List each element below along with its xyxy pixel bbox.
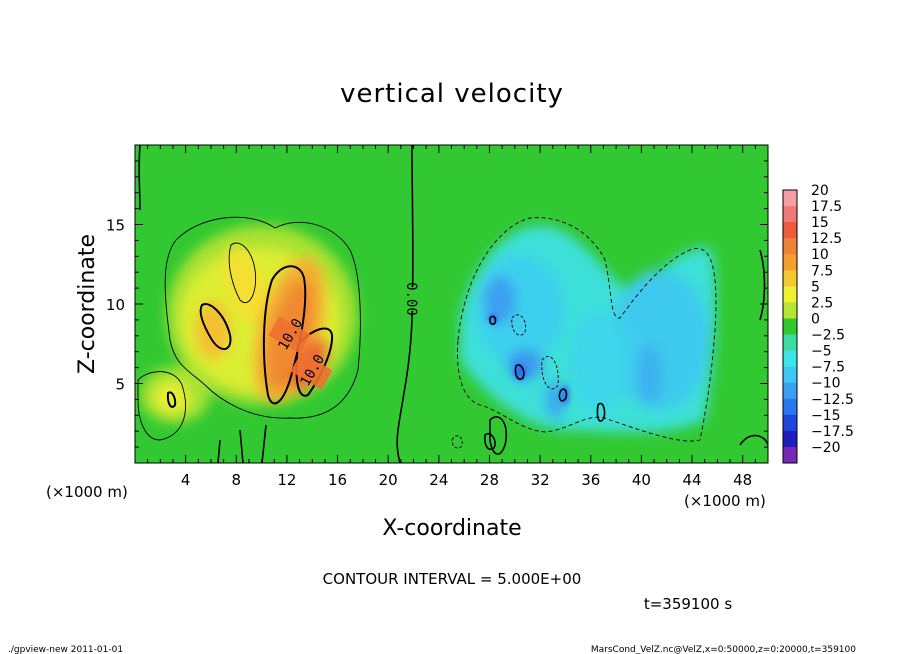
y-tick-label: 15 xyxy=(106,217,125,235)
y-axis-label: Z-coordinate xyxy=(75,234,100,374)
colorbar-label: −15 xyxy=(811,408,841,424)
x-tick-label: 32 xyxy=(531,471,550,489)
x-tick-label: 16 xyxy=(328,471,347,489)
colorbar-label: 7.5 xyxy=(811,263,833,279)
colorbar-swatch xyxy=(783,382,797,400)
colorbar-label: 20 xyxy=(811,183,829,199)
x-unit-label-left: (×1000 m) xyxy=(46,483,128,501)
x-tick-label: 36 xyxy=(581,471,600,489)
y-tick-label: 10 xyxy=(106,296,125,314)
x-axis-label: X-coordinate xyxy=(382,516,521,541)
colorbar-label: 2.5 xyxy=(811,295,833,311)
contour-lines xyxy=(137,145,768,463)
x-tick-label: 24 xyxy=(429,471,448,489)
downdraft-shading xyxy=(460,225,716,433)
footer-right: MarsCond_VelZ.nc@VelZ,x=0:50000,z=0:2000… xyxy=(591,645,856,654)
plot-area: 10.0 10.0 0.00 xyxy=(135,145,768,463)
x-tick-label: 12 xyxy=(277,471,296,489)
colorbar-swatch xyxy=(783,430,797,448)
contour-label-zero: 0.00 xyxy=(403,282,419,316)
colorbar-swatch xyxy=(783,350,797,368)
x-tick-label: 48 xyxy=(733,471,752,489)
footer-left: ./gpview-new 2011-01-01 xyxy=(8,645,123,654)
colorbar-swatch xyxy=(783,446,797,464)
colorbar-swatch xyxy=(783,190,797,207)
time-text: t=359100 s xyxy=(644,595,732,613)
colorbar-swatch xyxy=(783,318,797,336)
x-tick-label: 20 xyxy=(379,471,398,489)
colorbar-swatch xyxy=(783,302,797,319)
colorbar-label: 12.5 xyxy=(811,231,842,247)
x-axis: 4 8 12 16 20 24 28 32 36 40 44 48 xyxy=(147,145,756,489)
colorbar-label: 15 xyxy=(811,215,829,231)
colorbar-label: −7.5 xyxy=(811,360,845,376)
x-unit-label-right: (×1000 m) xyxy=(684,492,766,510)
colorbar-swatch xyxy=(783,206,797,223)
colorbar-label: −17.5 xyxy=(811,424,854,440)
x-tick-label: 4 xyxy=(181,471,191,489)
x-tick-label: 28 xyxy=(480,471,499,489)
colorbar-swatch xyxy=(783,254,797,271)
colorbar-label: 17.5 xyxy=(811,199,842,215)
colorbar: 2017.51512.5107.552.50−2.5−5−7.5−10−12.5… xyxy=(782,183,854,464)
x-tick-label: 8 xyxy=(232,471,242,489)
colorbar-swatch xyxy=(783,398,797,416)
colorbar-swatch xyxy=(783,366,797,384)
colorbar-label: −2.5 xyxy=(811,328,845,344)
y-axis: 5 10 15 xyxy=(106,160,768,448)
x-tick-label: 40 xyxy=(632,471,651,489)
colorbar-label: 10 xyxy=(811,247,829,263)
colorbar-swatch xyxy=(783,286,797,303)
colorbar-swatch xyxy=(783,414,797,432)
colorbar-label: 5 xyxy=(811,279,820,295)
colorbar-label: −20 xyxy=(811,440,841,456)
colorbar-swatch xyxy=(783,270,797,287)
colorbar-label: −12.5 xyxy=(811,392,854,408)
x-tick-label: 44 xyxy=(682,471,701,489)
contour-interval-text: CONTOUR INTERVAL = 5.000E+00 xyxy=(323,570,582,588)
contour-labels: 10.0 10.0 0.00 xyxy=(268,282,431,390)
colorbar-swatch xyxy=(783,334,797,352)
colorbar-swatch xyxy=(783,222,797,239)
chart-title: vertical velocity xyxy=(340,79,564,109)
colorbar-label: −10 xyxy=(811,376,841,392)
colorbar-frame xyxy=(782,189,798,464)
colorbar-label: −5 xyxy=(811,344,832,360)
y-tick-label: 5 xyxy=(115,376,125,394)
colorbar-swatch xyxy=(783,238,797,255)
colorbar-label: 0 xyxy=(811,311,820,327)
